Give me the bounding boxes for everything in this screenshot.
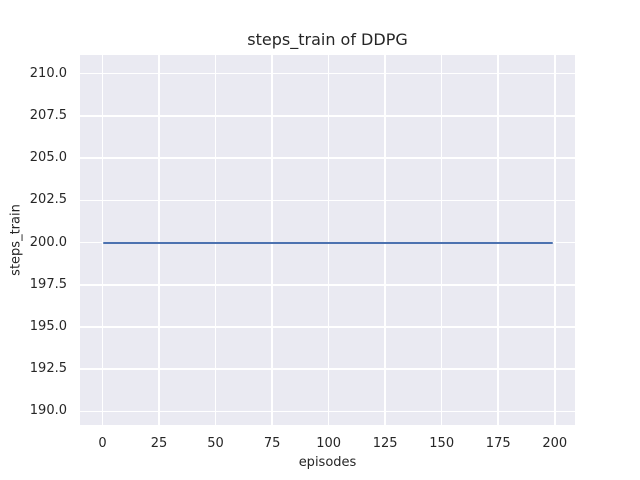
gridline-vertical [554,55,556,425]
gridline-horizontal [80,157,575,159]
x-tick-label: 50 [207,436,224,451]
gridline-vertical [384,55,386,425]
y-tick-label: 200.0 [29,234,67,250]
x-tick-label: 125 [372,436,398,451]
chart-title: steps_train of DDPG [247,30,408,49]
data-line [102,241,553,244]
x-tick-label: 175 [485,436,511,451]
y-tick-label: 202.5 [29,192,67,208]
gridline-vertical [440,55,443,425]
y-tick-label: 197.5 [29,276,67,292]
x-tick-label: 150 [429,436,455,451]
gridline-horizontal [80,284,575,286]
x-tick-label: 75 [263,436,281,451]
y-axis-label: steps_train [8,204,24,276]
plot-area [80,55,575,425]
gridline-horizontal [80,199,575,202]
gridline-vertical [101,55,104,425]
x-tick-label: 0 [98,436,107,451]
y-tick-label: 195.0 [29,319,67,334]
gridline-horizontal [80,72,575,75]
y-tick-label: 210.0 [29,65,67,81]
gridline-horizontal [80,368,575,370]
gridline-vertical [327,55,330,425]
y-tick-label: 207.5 [29,107,67,123]
x-tick-label: 25 [150,436,168,451]
gridline-horizontal [80,115,575,117]
gridline-vertical [214,55,217,425]
gridline-horizontal [80,326,575,328]
y-tick-label: 205.0 [29,150,67,166]
gridline-vertical [271,55,273,425]
gridline-vertical [158,55,160,425]
gridline-horizontal [80,410,575,413]
y-tick-label: 190.0 [29,403,67,419]
y-tick-label: 192.5 [29,361,67,377]
x-tick-label: 200 [542,436,568,451]
gridline-vertical [497,55,499,425]
x-tick-label: 100 [316,436,342,451]
x-axis-label: episodes [298,455,357,470]
